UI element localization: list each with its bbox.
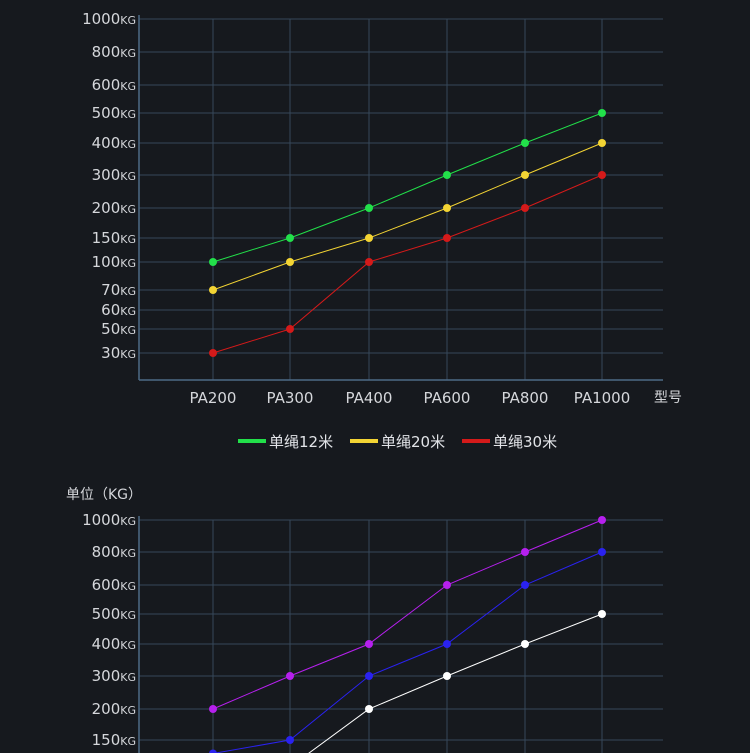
chart-top-series [209, 109, 606, 357]
legend-label: 单绳12米 [269, 433, 333, 451]
data-point [521, 640, 529, 648]
data-point [365, 258, 373, 266]
y-tick-label: 200KG [92, 700, 136, 718]
data-point [521, 204, 529, 212]
y-tick-label: 70KG [101, 281, 136, 299]
series-line [308, 613, 603, 753]
y-tick-label: 600KG [92, 576, 136, 594]
y-tick-label: 150KG [92, 229, 136, 247]
data-point [521, 139, 529, 147]
y-tick-label: 300KG [92, 667, 136, 685]
data-point [443, 672, 451, 680]
legend-label: 单绳30米 [493, 433, 557, 451]
data-point [598, 109, 606, 117]
series-line [212, 142, 603, 291]
chart-top-legend: 单绳12米 单绳20米 单绳30米 [238, 433, 557, 451]
data-point [598, 139, 606, 147]
data-point [286, 325, 294, 333]
data-point [209, 349, 217, 357]
data-point [443, 640, 451, 648]
x-tick-label: PA600 [424, 389, 471, 407]
x-tick-label: PA800 [502, 389, 549, 407]
data-point [365, 234, 373, 242]
data-point [365, 705, 373, 713]
y-tick-label: 600KG [92, 76, 136, 94]
chart-bottom-unit-label: 单位（KG） [66, 487, 142, 503]
y-tick-label: 400KG [92, 134, 136, 152]
y-tick-label: 200KG [92, 199, 136, 217]
y-tick-label: 1000KG [82, 511, 136, 529]
data-point [286, 234, 294, 242]
data-point [521, 581, 529, 589]
series-line [212, 551, 603, 753]
data-point [443, 234, 451, 242]
data-point [365, 672, 373, 680]
data-point [209, 749, 217, 753]
x-tick-label: PA400 [346, 389, 393, 407]
data-point [598, 610, 606, 618]
y-tick-label: 100KG [92, 253, 136, 271]
data-point [598, 548, 606, 556]
chart-bottom-series [209, 516, 606, 753]
data-point [286, 672, 294, 680]
data-point [443, 581, 451, 589]
data-point [443, 204, 451, 212]
chart-bottom-y-tick-labels: 1000KG 800KG 600KG 500KG 400KG 300KG 200KG 150K… [82, 511, 136, 749]
series-line [212, 112, 603, 263]
y-tick-label: 500KG [92, 605, 136, 623]
y-tick-label: 60KG [101, 301, 136, 319]
series-line [212, 174, 603, 354]
chart-top-axes [138, 15, 663, 381]
data-point [365, 640, 373, 648]
data-point [521, 548, 529, 556]
data-point [286, 736, 294, 744]
legend-label: 单绳20米 [381, 433, 445, 451]
data-point [443, 171, 451, 179]
data-point [365, 204, 373, 212]
chart-top-x-tick-labels: PA200 PA300 PA400 PA600 PA800 PA1000 [190, 389, 631, 407]
data-point [598, 516, 606, 524]
chart-top-gridlines [139, 18, 663, 380]
series-line [212, 519, 603, 710]
chart-top-x-axis-label: 型号 [654, 390, 682, 406]
y-tick-label: 800KG [92, 43, 136, 61]
data-point [286, 258, 294, 266]
x-tick-label: PA200 [190, 389, 237, 407]
data-point [209, 286, 217, 294]
y-tick-label: 800KG [92, 543, 136, 561]
data-point [209, 258, 217, 266]
x-tick-label: PA300 [267, 389, 314, 407]
data-point [521, 171, 529, 179]
data-point [209, 705, 217, 713]
chart-top: 1000KG 800KG 600KG 500KG 400KG 300KG 200KG 150K… [82, 10, 682, 451]
y-tick-label: 30KG [101, 344, 136, 362]
y-tick-label: 500KG [92, 104, 136, 122]
y-tick-label: 1000KG [82, 10, 136, 28]
chart-bottom-gridlines [139, 519, 663, 753]
data-point [598, 171, 606, 179]
y-tick-label: 150KG [92, 731, 136, 749]
y-tick-label: 300KG [92, 166, 136, 184]
chart-top-y-tick-labels: 1000KG 800KG 600KG 500KG 400KG 300KG 200KG 150K… [82, 10, 136, 362]
y-tick-label: 50KG [101, 320, 136, 338]
y-tick-label: 400KG [92, 635, 136, 653]
x-tick-label: PA1000 [574, 389, 631, 407]
